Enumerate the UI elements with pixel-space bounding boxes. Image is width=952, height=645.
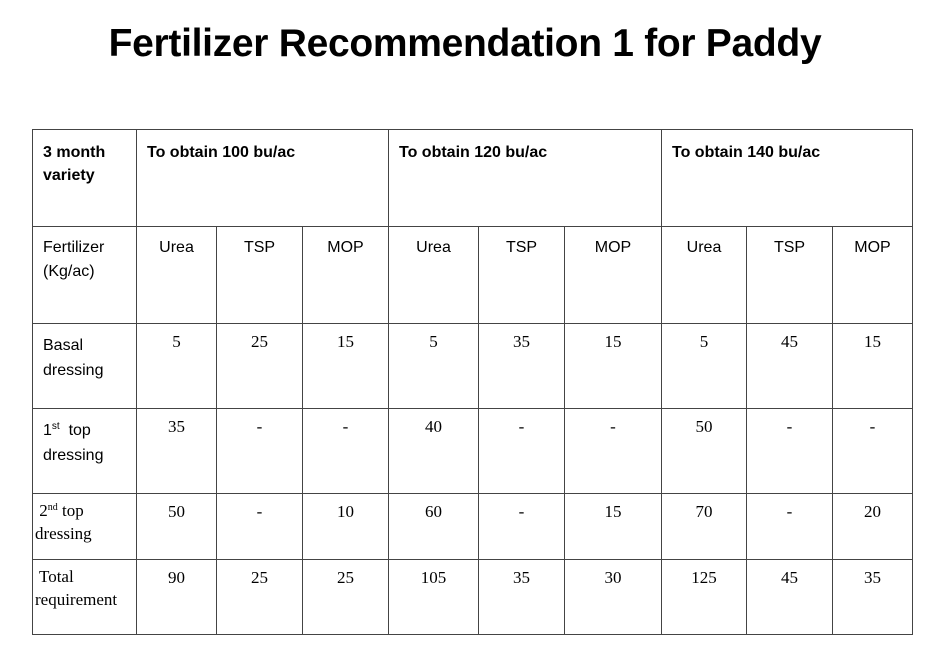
table-cell: - <box>478 493 565 560</box>
table-cell: 105 <box>388 559 479 635</box>
table-cell: - <box>832 408 913 494</box>
table-cell: 15 <box>832 323 913 409</box>
table-cell: 35 <box>832 559 913 635</box>
fertilizer-type-row: Fertilizer (Kg/ac) Urea TSP MOP Urea TSP… <box>32 226 913 324</box>
fertilizer-table: 3 month variety To obtain 100 bu/ac To o… <box>32 129 913 635</box>
table-cell: 25 <box>302 559 389 635</box>
table-cell: 50 <box>136 493 217 560</box>
table-row: 2nd top dressing 50 - 10 60 - 15 70 - 20 <box>32 493 913 560</box>
page-title: Fertilizer Recommendation 1 for Paddy <box>108 22 822 65</box>
table-cell: - <box>746 408 833 494</box>
fertilizer-label-line2: (Kg/ac) <box>43 263 95 280</box>
ordinal-number: 2 <box>39 501 48 520</box>
table-cell: 45 <box>746 323 833 409</box>
fertilizer-label-cell: Fertilizer (Kg/ac) <box>32 226 137 324</box>
table-cell: 15 <box>564 493 662 560</box>
table-cell: - <box>302 408 389 494</box>
table-header-row: 3 month variety To obtain 100 bu/ac To o… <box>32 129 913 227</box>
table-cell: 5 <box>388 323 479 409</box>
row-label-line1: 1st top <box>43 418 136 443</box>
row-label-line2: requirement <box>35 590 118 609</box>
row-label-line1: 2nd top <box>35 499 136 522</box>
ordinal-suffix: nd <box>47 502 58 513</box>
column-header-cell: MOP <box>564 226 662 324</box>
table-cell: 90 <box>136 559 217 635</box>
group-header-120: To obtain 120 bu/ac <box>388 129 662 227</box>
table-cell: 50 <box>661 408 747 494</box>
table-cell: 25 <box>216 323 303 409</box>
fertilizer-label-line1: Fertilizer <box>43 239 105 256</box>
row-label-word: top <box>62 501 84 520</box>
row-label-first-top: 1st top dressing <box>32 408 137 494</box>
table-row: 1st top dressing 35 - - 40 - - 50 - - <box>32 408 913 494</box>
table-row: Basal dressing 5 25 15 5 35 15 5 45 15 <box>32 323 913 409</box>
column-header-cell: TSP <box>216 226 303 324</box>
table-cell: - <box>478 408 565 494</box>
table-cell: 30 <box>564 559 662 635</box>
variety-header-line2: variety <box>43 167 95 184</box>
group-header-140: To obtain 140 bu/ac <box>661 129 913 227</box>
table-cell: 25 <box>216 559 303 635</box>
table-cell: - <box>746 493 833 560</box>
column-header-cell: MOP <box>832 226 913 324</box>
table-cell: 125 <box>661 559 747 635</box>
table-row: Total requirement 90 25 25 105 35 30 125… <box>32 559 913 635</box>
table-cell: 35 <box>136 408 217 494</box>
table-cell: 15 <box>564 323 662 409</box>
ordinal-number: 1 <box>43 422 52 439</box>
column-header-cell: Urea <box>388 226 479 324</box>
row-label-word: Total <box>39 567 74 586</box>
table-cell: 10 <box>302 493 389 560</box>
table-cell: 70 <box>661 493 747 560</box>
table-cell: - <box>216 408 303 494</box>
table-cell: - <box>564 408 662 494</box>
table-cell: 15 <box>302 323 389 409</box>
row-label-second-top: 2nd top dressing <box>32 493 137 560</box>
row-label-line1: Total <box>35 565 136 588</box>
table-cell: 40 <box>388 408 479 494</box>
row-label-total: Total requirement <box>32 559 137 635</box>
table-cell: 35 <box>478 323 565 409</box>
table-cell: 45 <box>746 559 833 635</box>
table-cell: 35 <box>478 559 565 635</box>
table-cell: 20 <box>832 493 913 560</box>
row-label-line2: dressing <box>43 447 104 464</box>
column-header-cell: MOP <box>302 226 389 324</box>
column-header-cell: Urea <box>136 226 217 324</box>
table-cell: 60 <box>388 493 479 560</box>
table-cell: 5 <box>136 323 217 409</box>
column-header-cell: Urea <box>661 226 747 324</box>
table-cell: - <box>216 493 303 560</box>
group-header-100: To obtain 100 bu/ac <box>136 129 389 227</box>
variety-header-line1: 3 month <box>43 144 106 161</box>
row-label-basal: Basal dressing <box>32 323 137 409</box>
column-header-cell: TSP <box>478 226 565 324</box>
ordinal-suffix: st <box>51 421 60 432</box>
row-label-line2: dressing <box>35 524 92 543</box>
variety-header-cell: 3 month variety <box>32 129 137 227</box>
row-label-line1: Basal <box>43 337 84 354</box>
table-cell: 5 <box>661 323 747 409</box>
column-header-cell: TSP <box>746 226 833 324</box>
row-label-word: top <box>68 422 91 439</box>
row-label-line2: dressing <box>43 362 104 379</box>
